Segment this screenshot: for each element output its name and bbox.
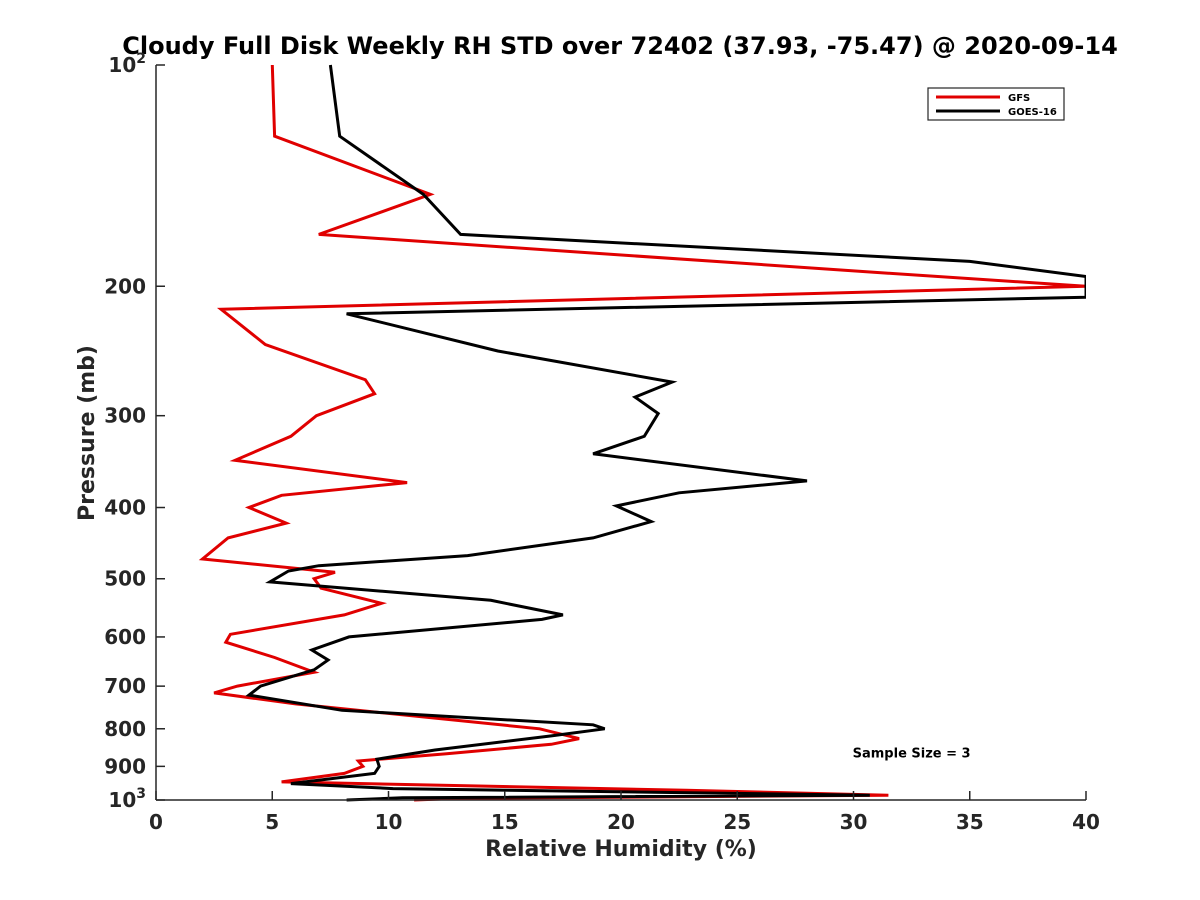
y-tick-label: 600 xyxy=(104,625,146,649)
x-axis-title: Relative Humidity (%) xyxy=(485,837,757,862)
x-ticks: 0 5 10 15 20 25 30 35 40 xyxy=(149,791,1100,834)
legend-box xyxy=(927,87,1065,121)
x-tick-label: 25 xyxy=(723,810,751,834)
x-tick-label: 10 xyxy=(375,810,403,834)
chart-title: Cloudy Full Disk Weekly RH STD over 7240… xyxy=(122,32,1118,60)
x-tick-label: 5 xyxy=(265,810,279,834)
y-ticks: 102 200 300 400 500 600 700 800 900 103 xyxy=(104,51,165,812)
y-tick-label: 800 xyxy=(104,717,146,741)
x-tick-label: 35 xyxy=(956,810,984,834)
x-tick-label: 15 xyxy=(491,810,519,834)
y-tick-label: 500 xyxy=(104,567,146,591)
y-tick-label: 103 xyxy=(108,786,146,812)
y-axis-title: Pressure (mb) xyxy=(75,345,100,521)
annotations: Sample Size = 3 xyxy=(853,746,971,761)
y-tick-label: 900 xyxy=(104,754,146,778)
sample-size-annotation: Sample Size = 3 xyxy=(853,746,971,761)
y-tick-label: 300 xyxy=(104,404,146,428)
y-tick-label: 400 xyxy=(104,496,146,520)
legend: GFS GOES-16 xyxy=(927,87,1065,121)
x-tick-label: 20 xyxy=(607,810,635,834)
x-tick-label: 0 xyxy=(149,810,163,834)
plot-lines xyxy=(198,64,1086,802)
x-tick-label: 30 xyxy=(840,810,868,834)
series-line-goes-16 xyxy=(245,64,1086,802)
y-tick-label: 700 xyxy=(104,674,146,698)
series-line-gfs xyxy=(198,64,1086,802)
x-tick-label: 40 xyxy=(1072,810,1100,834)
y-tick-label: 200 xyxy=(104,274,146,298)
legend-label: GOES-16 xyxy=(1008,107,1057,118)
legend-label: GFS xyxy=(1008,93,1030,104)
y-tick-label: 102 xyxy=(108,51,146,77)
